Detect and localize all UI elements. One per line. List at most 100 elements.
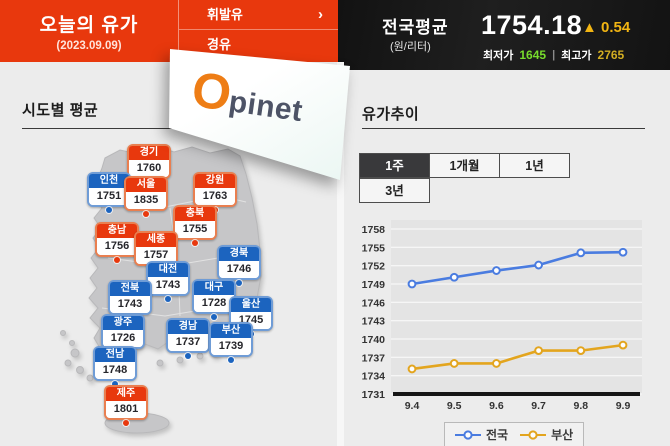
- tab-1month[interactable]: 1개월: [429, 153, 500, 178]
- divider: |: [552, 49, 556, 61]
- tab-3year[interactable]: 3년: [359, 178, 430, 203]
- region-price: 1763: [195, 188, 235, 205]
- today-price-title-box: 오늘의 유가 (2023.09.09): [0, 0, 178, 62]
- map-label-경기[interactable]: 경기 1760: [127, 144, 171, 185]
- region-name: 강원: [195, 174, 235, 188]
- map-pin-dot: [211, 314, 217, 320]
- map-pin-dot: [192, 240, 198, 246]
- lowest-label: 최저가: [483, 50, 514, 62]
- region-name: 세종: [136, 233, 176, 247]
- page-date: (2023.09.09): [56, 40, 122, 52]
- map-label-전남[interactable]: 전남 1748: [93, 346, 137, 387]
- region-price: 1739: [211, 338, 251, 355]
- map-label-충남[interactable]: 충남 1756: [95, 222, 139, 263]
- region-price: 1755: [175, 221, 215, 238]
- region-price: 1728: [194, 295, 234, 312]
- map-pin-dot: [228, 357, 234, 363]
- tab-1year[interactable]: 1년: [499, 153, 570, 178]
- svg-text:9.7: 9.7: [531, 400, 546, 412]
- national-average-label: 전국평균: [382, 18, 449, 37]
- region-name: 경북: [219, 247, 259, 261]
- national-average-panel: 전국평균 (원/리터) 1754.18 ▲ 0.54 최저가 1645 | 최고…: [338, 0, 670, 70]
- lowest-value: 1645: [519, 48, 547, 62]
- map-label-부산[interactable]: 부산 1739: [209, 322, 253, 363]
- legend-marker-icon: [455, 429, 481, 440]
- price-unit: (원/리터): [390, 41, 431, 53]
- svg-text:1746: 1746: [362, 297, 386, 309]
- min-max-row: 최저가 1645 | 최고가 2765: [483, 47, 624, 63]
- map-label-전북[interactable]: 전북 1743: [108, 280, 152, 321]
- region-price: 1757: [136, 247, 176, 264]
- regional-average-section: 시도별 평균 경기 1760 인천 1751 서울 1835 강원 1763 충북 1755 충남 1…: [0, 62, 337, 446]
- region-price: 1835: [126, 192, 166, 209]
- map-label-세종[interactable]: 세종 1757: [134, 231, 178, 272]
- svg-text:9.8: 9.8: [573, 400, 588, 412]
- tab-1week[interactable]: 1주: [359, 153, 430, 178]
- svg-text:1755: 1755: [362, 242, 386, 254]
- section-title-regional: 시도별 평균: [22, 102, 99, 119]
- map-label-인천[interactable]: 인천 1751: [87, 172, 131, 213]
- region-name: 경남: [168, 320, 208, 334]
- map-label-경남[interactable]: 경남 1737: [166, 318, 210, 359]
- map-pin-dot: [112, 381, 118, 387]
- map-label-강원[interactable]: 강원 1763: [193, 172, 237, 213]
- svg-text:1743: 1743: [362, 316, 386, 328]
- map-label-광주[interactable]: 광주 1726: [101, 314, 145, 355]
- tab-gasoline[interactable]: 휘발유 ›: [179, 0, 339, 29]
- map-label-서울[interactable]: 서울 1835: [124, 176, 168, 217]
- region-name: 광주: [103, 316, 143, 330]
- region-price: 1756: [97, 238, 137, 255]
- region-name: 울산: [231, 298, 271, 312]
- region-price: 1726: [103, 330, 143, 347]
- region-name: 충북: [175, 207, 215, 221]
- map-pin-dot: [185, 353, 191, 359]
- highest-label: 최고가: [561, 50, 592, 62]
- section-underline: [362, 128, 645, 129]
- svg-text:9.6: 9.6: [489, 400, 504, 412]
- region-price: 1743: [148, 277, 188, 294]
- region-name: 인천: [89, 174, 129, 188]
- map-price-labels: 경기 1760 인천 1751 서울 1835 강원 1763 충북 1755 충남 1756 세종 17…: [0, 62, 337, 446]
- map-pin-dot: [114, 257, 120, 263]
- svg-text:1731: 1731: [362, 389, 386, 401]
- region-price: 1801: [106, 401, 146, 418]
- map-pin-dot: [236, 280, 242, 286]
- highest-value: 2765: [597, 48, 625, 62]
- region-price: 1748: [95, 362, 135, 379]
- svg-text:1758: 1758: [362, 224, 386, 236]
- legend-item-부산: 부산: [520, 426, 573, 443]
- region-name: 대전: [148, 263, 188, 277]
- map-pin-dot: [165, 296, 171, 302]
- map-label-대전[interactable]: 대전 1743: [146, 261, 190, 302]
- tab-diesel[interactable]: 경유: [179, 29, 339, 59]
- region-name: 충남: [97, 224, 137, 238]
- fuel-type-tabs: 휘발유 › 경유: [178, 0, 339, 62]
- map-pin-dot: [106, 207, 112, 213]
- map-label-대구[interactable]: 대구 1728: [192, 279, 236, 320]
- map-label-충북[interactable]: 충북 1755: [173, 205, 217, 246]
- svg-text:9.4: 9.4: [405, 400, 420, 412]
- region-name: 대구: [194, 281, 234, 295]
- region-name: 경기: [129, 146, 169, 160]
- price-change-up: ▲ 0.54: [582, 19, 631, 36]
- price-trend-section: 유가추이 1주 1개월 1년 3년 1758 1755 1752 1749 1746 17…: [344, 70, 670, 446]
- region-name: 부산: [211, 324, 251, 338]
- tab-gasoline-label: 휘발유: [207, 7, 243, 22]
- legend-label: 전국: [486, 428, 509, 442]
- svg-text:9.5: 9.5: [447, 400, 462, 412]
- header-orange: 오늘의 유가 (2023.09.09) 휘발유 › 경유: [0, 0, 339, 62]
- region-price: 1751: [89, 188, 129, 205]
- region-price: 1743: [110, 296, 150, 313]
- region-price: 1760: [129, 160, 169, 177]
- national-average-price: 1754.18: [481, 10, 583, 40]
- tab-diesel-label: 경유: [207, 37, 231, 52]
- map-label-제주[interactable]: 제주 1801: [104, 385, 148, 426]
- page-title: 오늘의 유가: [39, 15, 139, 36]
- svg-text:1752: 1752: [362, 261, 386, 273]
- map-label-경북[interactable]: 경북 1746: [217, 245, 261, 286]
- legend-label: 부산: [551, 428, 574, 442]
- section-title-trend: 유가추이: [362, 106, 420, 123]
- chevron-right-icon: ›: [318, 6, 323, 23]
- panel-divider: [337, 62, 344, 446]
